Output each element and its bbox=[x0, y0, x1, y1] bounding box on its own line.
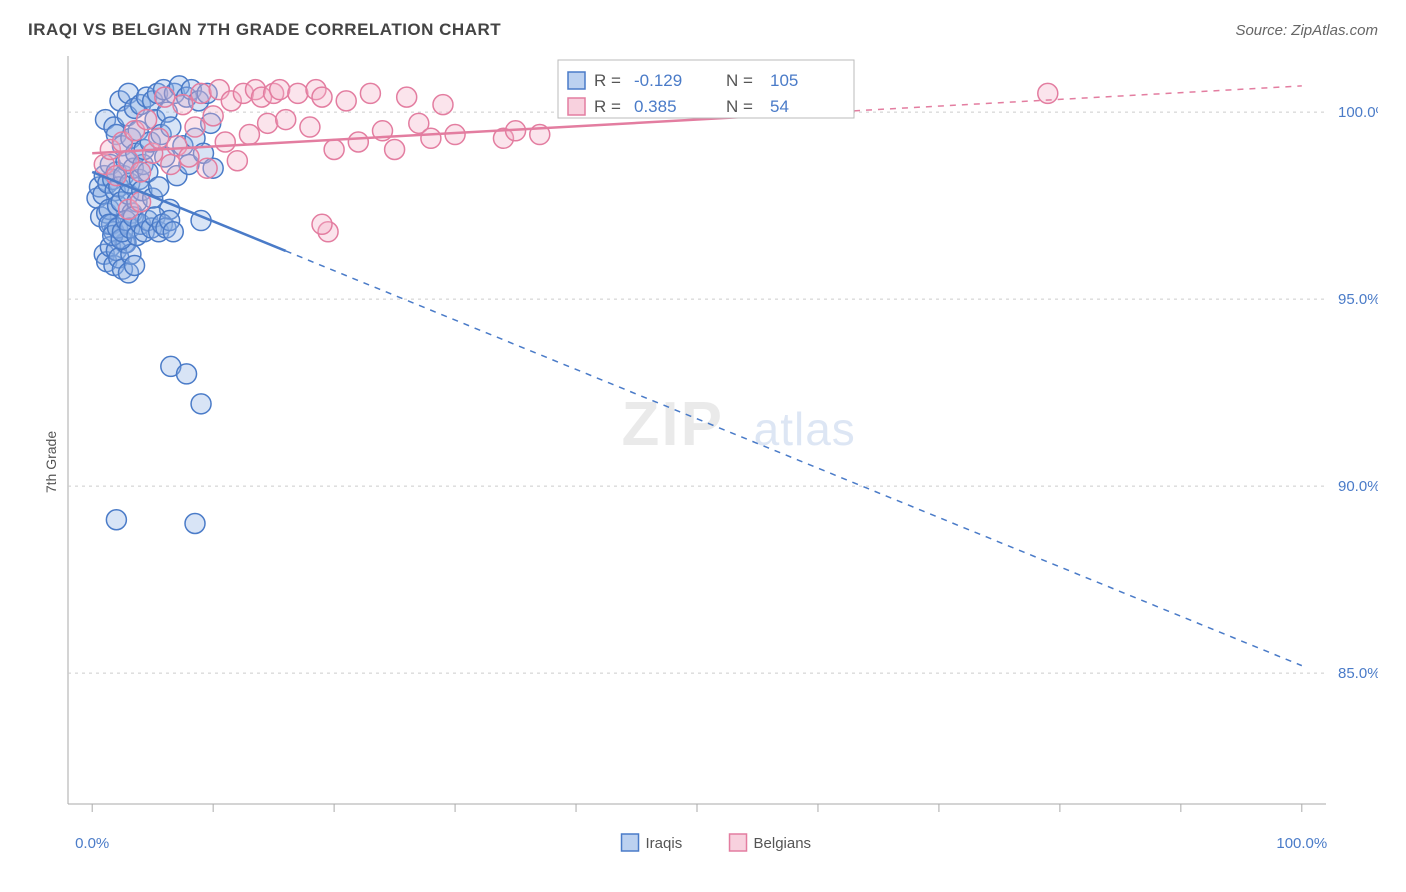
data-point bbox=[191, 83, 211, 103]
data-point bbox=[227, 151, 247, 171]
y-axis-label: 7th Grade bbox=[43, 431, 59, 493]
data-point bbox=[137, 110, 157, 130]
data-point bbox=[312, 87, 332, 107]
data-point bbox=[197, 158, 217, 178]
data-point bbox=[177, 364, 197, 384]
data-point bbox=[173, 95, 193, 115]
data-point bbox=[288, 83, 308, 103]
watermark: ZIP atlas bbox=[622, 390, 856, 459]
data-point bbox=[348, 132, 368, 152]
data-point bbox=[336, 91, 356, 111]
chart-container: IRAQI VS BELGIAN 7TH GRADE CORRELATION C… bbox=[0, 0, 1406, 892]
data-point bbox=[324, 140, 344, 160]
data-point bbox=[185, 514, 205, 534]
data-point bbox=[421, 128, 441, 148]
stats-r-value: 0.385 bbox=[634, 97, 677, 116]
data-point bbox=[300, 117, 320, 137]
data-point bbox=[258, 113, 278, 133]
stats-r-label: R = bbox=[594, 71, 621, 90]
data-point bbox=[191, 394, 211, 414]
x-tick-label-left: 0.0% bbox=[75, 835, 109, 852]
svg-text:ZIP: ZIP bbox=[622, 390, 724, 459]
data-point bbox=[185, 117, 205, 137]
stats-n-value: 54 bbox=[770, 97, 789, 116]
data-point bbox=[155, 87, 175, 107]
source-label: Source: ZipAtlas.com bbox=[1235, 22, 1378, 39]
stats-swatch bbox=[568, 98, 585, 115]
data-point bbox=[131, 162, 151, 182]
data-point bbox=[179, 147, 199, 167]
header: IRAQI VS BELGIAN 7TH GRADE CORRELATION C… bbox=[28, 20, 1378, 48]
stats-swatch bbox=[568, 72, 585, 89]
data-point bbox=[106, 510, 126, 530]
chart-title: IRAQI VS BELGIAN 7TH GRADE CORRELATION C… bbox=[28, 20, 501, 40]
legend-label: Belgians bbox=[754, 835, 812, 852]
data-point bbox=[161, 154, 181, 174]
data-point bbox=[125, 255, 145, 275]
trend-line-dashed bbox=[286, 251, 1302, 666]
scatter-chart-svg: 85.0% 90.0% 95.0% 100.0% 0.0% 100.0% ZIP atlas R… bbox=[28, 56, 1378, 868]
stats-n-value: 105 bbox=[770, 71, 798, 90]
y-tick-label: 85.0% bbox=[1338, 665, 1378, 682]
data-point bbox=[385, 140, 405, 160]
stats-n-label: N = bbox=[726, 97, 753, 116]
data-point bbox=[149, 128, 169, 148]
chart-area: 7th Grade 85.0% 90.0% 95.0% 100.0% 0.0% 100.0… bbox=[28, 56, 1378, 868]
data-point bbox=[239, 125, 259, 145]
data-point bbox=[149, 177, 169, 197]
data-point bbox=[270, 80, 290, 100]
data-point bbox=[312, 214, 332, 234]
stats-r-label: R = bbox=[594, 97, 621, 116]
data-point bbox=[397, 87, 417, 107]
legend-label: Iraqis bbox=[646, 835, 683, 852]
trend-line-dashed bbox=[830, 86, 1302, 112]
y-tick-label: 95.0% bbox=[1338, 291, 1378, 308]
data-point bbox=[276, 110, 296, 130]
data-point bbox=[433, 95, 453, 115]
x-tick-label-right: 100.0% bbox=[1276, 835, 1327, 852]
data-point bbox=[215, 132, 235, 152]
data-point bbox=[360, 83, 380, 103]
data-point bbox=[203, 106, 223, 126]
svg-text:atlas: atlas bbox=[754, 403, 856, 455]
stats-r-value: -0.129 bbox=[634, 71, 682, 90]
stats-n-label: N = bbox=[726, 71, 753, 90]
legend-swatch bbox=[730, 834, 747, 851]
y-tick-label: 90.0% bbox=[1338, 478, 1378, 495]
data-point bbox=[163, 222, 183, 242]
y-tick-label: 100.0% bbox=[1338, 104, 1378, 121]
legend-swatch bbox=[622, 834, 639, 851]
